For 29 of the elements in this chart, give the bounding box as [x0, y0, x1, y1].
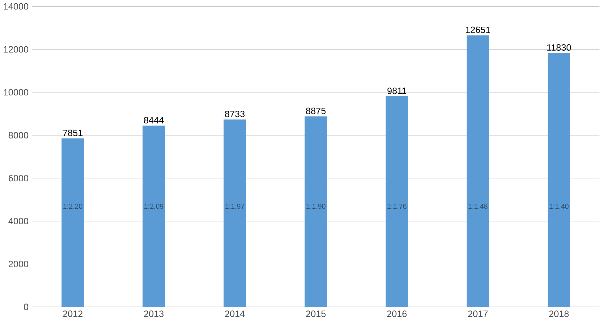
y-tick-label: 4000 [8, 218, 29, 225]
bar [142, 126, 166, 308]
y-tick-label: 0 [24, 304, 29, 311]
data-label: 12651 [466, 27, 490, 34]
x-tick-label: 2012 [63, 310, 83, 318]
x-tick-label: 2017 [468, 310, 488, 318]
bar [548, 53, 570, 308]
data-label: 11830 [547, 44, 572, 52]
data-label: 8875 [306, 108, 326, 115]
x-tick-label: 2013 [144, 310, 164, 318]
data-label: 8733 [225, 111, 245, 118]
bar [62, 138, 84, 308]
bar [304, 116, 328, 308]
data-label: 7851 [63, 130, 83, 137]
x-tick-label: 2014 [225, 310, 245, 318]
y-tick-label: 2000 [8, 261, 29, 268]
data-label: 9811 [388, 88, 407, 94]
bar [386, 96, 408, 308]
x-tick-label: 2018 [549, 310, 569, 318]
y-tick-label: 8000 [8, 132, 29, 139]
x-tick-label: 2015 [306, 310, 326, 318]
data-label: 8444 [144, 117, 164, 124]
x-tick-label: 2016 [387, 310, 407, 318]
y-tick-label: 12000 [4, 46, 29, 53]
bar [466, 36, 490, 308]
y-tick-label: 14000 [4, 4, 29, 10]
y-tick-label: 6000 [8, 175, 29, 182]
bar [224, 120, 246, 308]
y-tick-label: 10000 [4, 89, 29, 96]
